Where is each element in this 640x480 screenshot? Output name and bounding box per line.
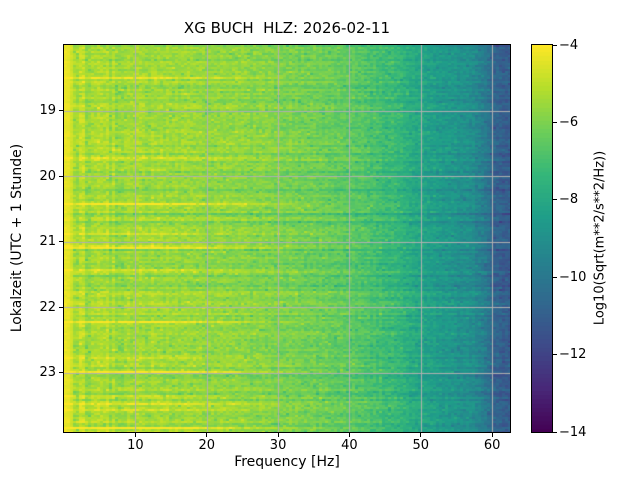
colorbar-tick-label: −6 [559,114,579,130]
x-tick-mark [277,433,279,437]
y-tick-mark [59,175,63,177]
x-tick-mark [134,433,136,437]
x-tick-label: 10 [127,438,144,453]
y-axis-label: Lokalzeit (UTC + 1 Stunde) [9,143,25,333]
y-tick-label: 22 [39,299,56,315]
colorbar-tick-mark [553,431,557,433]
y-tick-label: 23 [39,365,56,381]
x-tick-label: 50 [412,438,430,453]
colorbar-gradient [532,45,552,432]
colorbar-tick-mark [553,276,557,278]
y-tick-label: 20 [39,168,56,184]
colorbar-tick-mark [553,44,557,46]
y-tick-mark [59,372,63,374]
x-tick-label: 60 [483,438,501,453]
y-tick-mark [59,306,63,308]
x-tick-label: 20 [198,438,215,453]
colorbar-tick-mark [553,199,557,201]
y-tick-label: 21 [39,234,56,250]
x-tick-mark [491,433,493,437]
y-tick-mark [59,241,63,243]
colorbar-tick-mark [553,121,557,123]
colorbar-tick-label: −12 [559,347,587,363]
y-tick-mark [59,110,63,112]
y-tick-label: 19 [39,103,56,119]
x-tick-mark [206,433,208,437]
colorbar-tick-label: −4 [559,37,579,53]
x-tick-label: 30 [269,438,287,453]
colorbar-label: Log10(Sqrt(m**2/s**2/Hz)) [592,150,608,326]
x-tick-mark [420,433,422,437]
spectrogram-image [64,45,510,432]
plot-title: XG BUCH HLZ: 2026-02-11 [183,19,391,37]
colorbar-tick-mark [553,354,557,356]
colorbar-tick-label: −8 [559,192,579,208]
x-tick-label: 40 [341,438,358,453]
colorbar-tick-label: −10 [559,269,587,285]
x-axis-label: Frequency [Hz] [234,454,340,470]
x-tick-mark [348,433,350,437]
colorbar-tick-label: −14 [559,424,587,440]
